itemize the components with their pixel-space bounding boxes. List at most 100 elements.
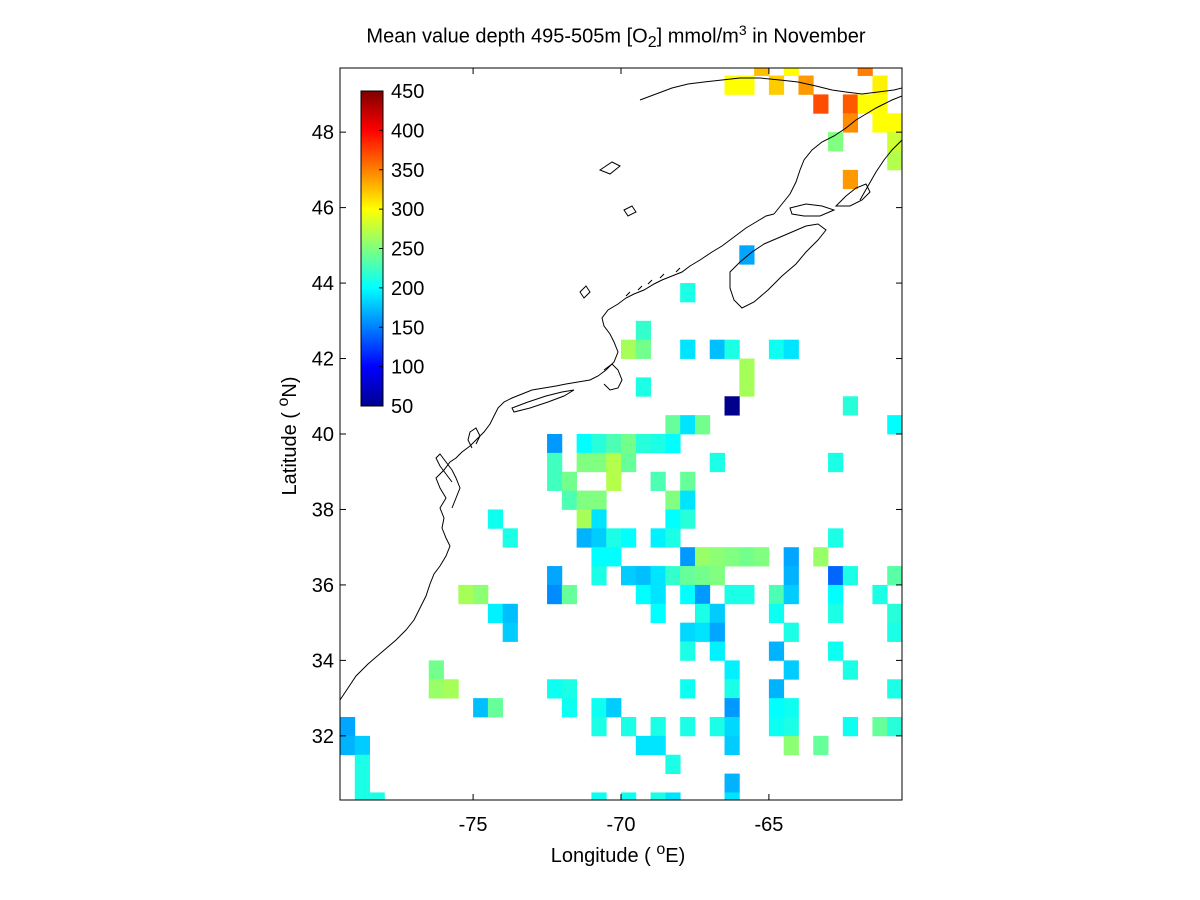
data-cell (591, 434, 607, 454)
data-cell (783, 339, 799, 359)
data-cell (739, 245, 755, 265)
data-cell (709, 566, 725, 586)
data-cell (709, 603, 725, 624)
data-cell (340, 716, 356, 737)
data-cell (887, 415, 902, 435)
data-cell (428, 679, 444, 699)
data-cell (887, 679, 902, 699)
data-cell (547, 471, 563, 491)
data-cell (621, 339, 637, 359)
data-cell (694, 566, 711, 586)
data-cell (694, 547, 711, 567)
data-cell (576, 434, 592, 454)
data-cell (665, 566, 681, 586)
data-cell (680, 339, 696, 359)
data-cell (576, 528, 592, 548)
data-cell (768, 75, 785, 95)
x-axis-label-prefix: Longitude ( (551, 845, 657, 867)
data-cell (621, 716, 637, 737)
data-cell (902, 585, 917, 604)
data-cell (739, 584, 755, 605)
data-cell (902, 774, 917, 793)
data-cell (680, 490, 696, 510)
data-cell (665, 528, 681, 548)
data-cell (902, 434, 917, 453)
data-cell (561, 471, 578, 491)
colorbar-tick-label: 200 (391, 278, 424, 300)
data-cell (680, 509, 696, 529)
data-cell (828, 452, 844, 473)
colorbar-tick-label: 300 (391, 199, 424, 221)
data-cell (650, 584, 666, 605)
data-cell (635, 377, 651, 397)
data-cell (813, 94, 829, 114)
data-cell (635, 434, 651, 454)
data-cell (739, 547, 755, 567)
chesapeake-shore (435, 453, 461, 509)
data-cell (783, 68, 799, 76)
long-island (511, 389, 575, 413)
title-subscript: 2 (647, 33, 657, 51)
data-cell (783, 716, 799, 737)
data-cell (842, 169, 859, 190)
data-cell (902, 679, 917, 698)
gulf-st-lawrence-south-shore (773, 95, 902, 215)
data-cell (606, 434, 622, 454)
x-tick-label: -65 (754, 814, 783, 836)
data-cell (828, 641, 844, 661)
data-cell (754, 547, 770, 567)
data-cell (665, 490, 681, 510)
x-tick-label: -75 (459, 814, 488, 836)
data-cell (635, 320, 651, 341)
data-cell (621, 792, 637, 800)
data-cell (665, 415, 681, 435)
data-cell (621, 452, 637, 473)
data-cell (547, 584, 563, 605)
data-cell (680, 566, 696, 586)
data-cell (739, 75, 755, 95)
data-cell (576, 509, 592, 529)
data-cell (768, 603, 785, 624)
data-cell (665, 509, 681, 529)
data-cell (887, 113, 902, 133)
data-cell (621, 528, 637, 548)
y-tick-label: 36 (312, 575, 334, 597)
axis-ticks: -75 -70 -65 32 34 36 38 40 42 44 46 48 (312, 68, 902, 836)
data-cell (842, 716, 859, 737)
data-cell (842, 94, 859, 114)
data-cell (887, 622, 902, 642)
data-cell (768, 679, 785, 699)
data-cell (724, 679, 740, 699)
data-cell (650, 566, 666, 586)
data-cells (340, 68, 917, 800)
data-cell (680, 415, 696, 435)
data-cell (887, 603, 902, 624)
data-cell (902, 642, 917, 661)
y-tick-label: 46 (312, 198, 334, 220)
cape-cod (603, 363, 623, 391)
data-cell (650, 603, 666, 624)
data-cell (828, 603, 844, 624)
data-cell (443, 679, 459, 699)
colorbar-tick-label: 350 (391, 160, 424, 182)
data-cell (576, 490, 592, 510)
title-suffix: in November (746, 25, 866, 48)
inland-lakes (579, 161, 637, 299)
data-cell (887, 132, 902, 152)
data-cell (680, 679, 696, 699)
data-cell (709, 641, 725, 661)
data-cell (591, 509, 607, 529)
data-cell (547, 434, 563, 454)
data-cell (606, 528, 622, 548)
data-cell (547, 566, 563, 586)
data-cell (591, 490, 607, 510)
data-cell (354, 754, 370, 774)
data-cell (487, 509, 504, 529)
data-cell (828, 566, 844, 586)
data-cell (621, 434, 637, 454)
data-cell (724, 547, 740, 567)
data-cell (547, 452, 563, 473)
data-cell (768, 698, 785, 718)
data-cell (872, 584, 888, 605)
data-cell (458, 584, 474, 605)
